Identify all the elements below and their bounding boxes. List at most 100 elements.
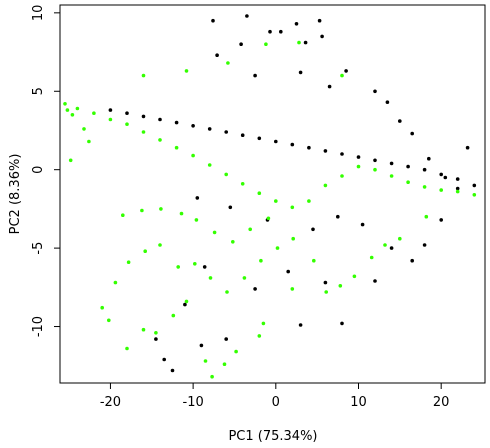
data-point: [261, 321, 266, 326]
data-point: [323, 280, 328, 285]
x-tick-label: -20: [100, 395, 121, 410]
data-point: [340, 152, 344, 156]
data-point: [202, 265, 207, 269]
data-point: [82, 127, 86, 131]
data-point: [191, 153, 195, 158]
data-point: [279, 29, 283, 34]
data-point: [356, 155, 361, 159]
data-point: [427, 156, 431, 161]
data-point: [154, 337, 158, 341]
data-point: [183, 302, 187, 307]
data-point: [158, 138, 162, 142]
data-point: [406, 180, 410, 184]
data-point: [290, 142, 295, 147]
x-tick-label: 20: [433, 395, 450, 410]
x-tick-label: 0: [272, 395, 280, 410]
data-point: [228, 205, 233, 210]
data-point: [297, 40, 301, 45]
data-point: [125, 346, 129, 351]
data-point: [311, 227, 315, 232]
data-point: [125, 111, 129, 115]
data-point: [210, 374, 214, 379]
y-tick-label: 5: [31, 87, 46, 95]
y-tick-label: -10: [31, 316, 46, 337]
data-point: [231, 240, 235, 244]
data-point: [207, 127, 212, 131]
data-point: [264, 42, 268, 46]
x-axis-title: PC1 (75.34%): [228, 429, 317, 444]
data-point: [70, 113, 75, 117]
data-point: [257, 136, 262, 141]
data-point: [324, 290, 329, 294]
data-point: [472, 193, 477, 197]
data-point: [439, 172, 444, 177]
data-point: [234, 349, 238, 354]
data-point: [207, 163, 212, 167]
data-point: [158, 117, 162, 122]
data-point: [340, 73, 344, 78]
data-point: [290, 287, 295, 291]
data-point: [176, 265, 180, 269]
data-point: [191, 124, 195, 128]
data-point: [352, 274, 357, 279]
data-point: [170, 368, 175, 373]
y-tick-label: 0: [31, 166, 46, 174]
data-point: [336, 214, 340, 219]
data-point: [317, 18, 322, 23]
data-point: [63, 102, 67, 106]
data-point: [257, 191, 262, 195]
data-point: [290, 205, 295, 210]
data-point: [298, 70, 303, 75]
data-point: [294, 22, 299, 26]
data-point: [389, 246, 394, 250]
x-axis: -20 -10 0 10 20: [100, 382, 450, 410]
data-point: [253, 287, 257, 291]
y-axis: -10 -5 0 5 10: [31, 5, 61, 337]
data-point: [291, 236, 296, 241]
data-point: [274, 139, 278, 144]
data-point: [360, 222, 365, 227]
data-point: [424, 214, 429, 219]
data-point: [383, 243, 387, 247]
data-point: [159, 207, 163, 211]
data-point: [184, 299, 189, 304]
data-point: [439, 218, 444, 222]
data-point: [385, 100, 390, 104]
data-point: [340, 321, 344, 326]
data-point: [158, 243, 162, 247]
data-point: [211, 18, 215, 23]
data-point: [298, 323, 303, 327]
data-point: [126, 260, 131, 265]
data-point: [140, 208, 144, 213]
data-point: [248, 227, 252, 232]
data-point: [455, 177, 460, 181]
data-point: [215, 53, 219, 57]
data-point: [373, 167, 377, 172]
y-tick-label: -5: [31, 242, 46, 255]
data-point: [389, 161, 394, 166]
data-point: [171, 313, 176, 318]
data-point: [455, 186, 460, 191]
plot-frame: [59, 4, 486, 384]
x-tick-label: -10: [183, 395, 204, 410]
data-point: [141, 73, 146, 78]
data-point: [422, 185, 427, 189]
data-point: [242, 276, 247, 280]
data-point: [406, 164, 410, 169]
data-point: [68, 158, 73, 163]
data-point: [107, 318, 111, 323]
data-point: [373, 158, 377, 163]
data-point: [174, 145, 179, 150]
points-layer: [63, 14, 477, 379]
data-point: [212, 230, 217, 235]
data-point: [92, 111, 96, 115]
data-point: [472, 183, 477, 188]
data-point: [121, 213, 125, 217]
data-point: [174, 120, 179, 125]
data-point: [154, 331, 158, 335]
data-point: [75, 106, 80, 111]
data-point: [410, 258, 415, 263]
data-point: [410, 131, 415, 136]
data-point: [323, 149, 328, 153]
